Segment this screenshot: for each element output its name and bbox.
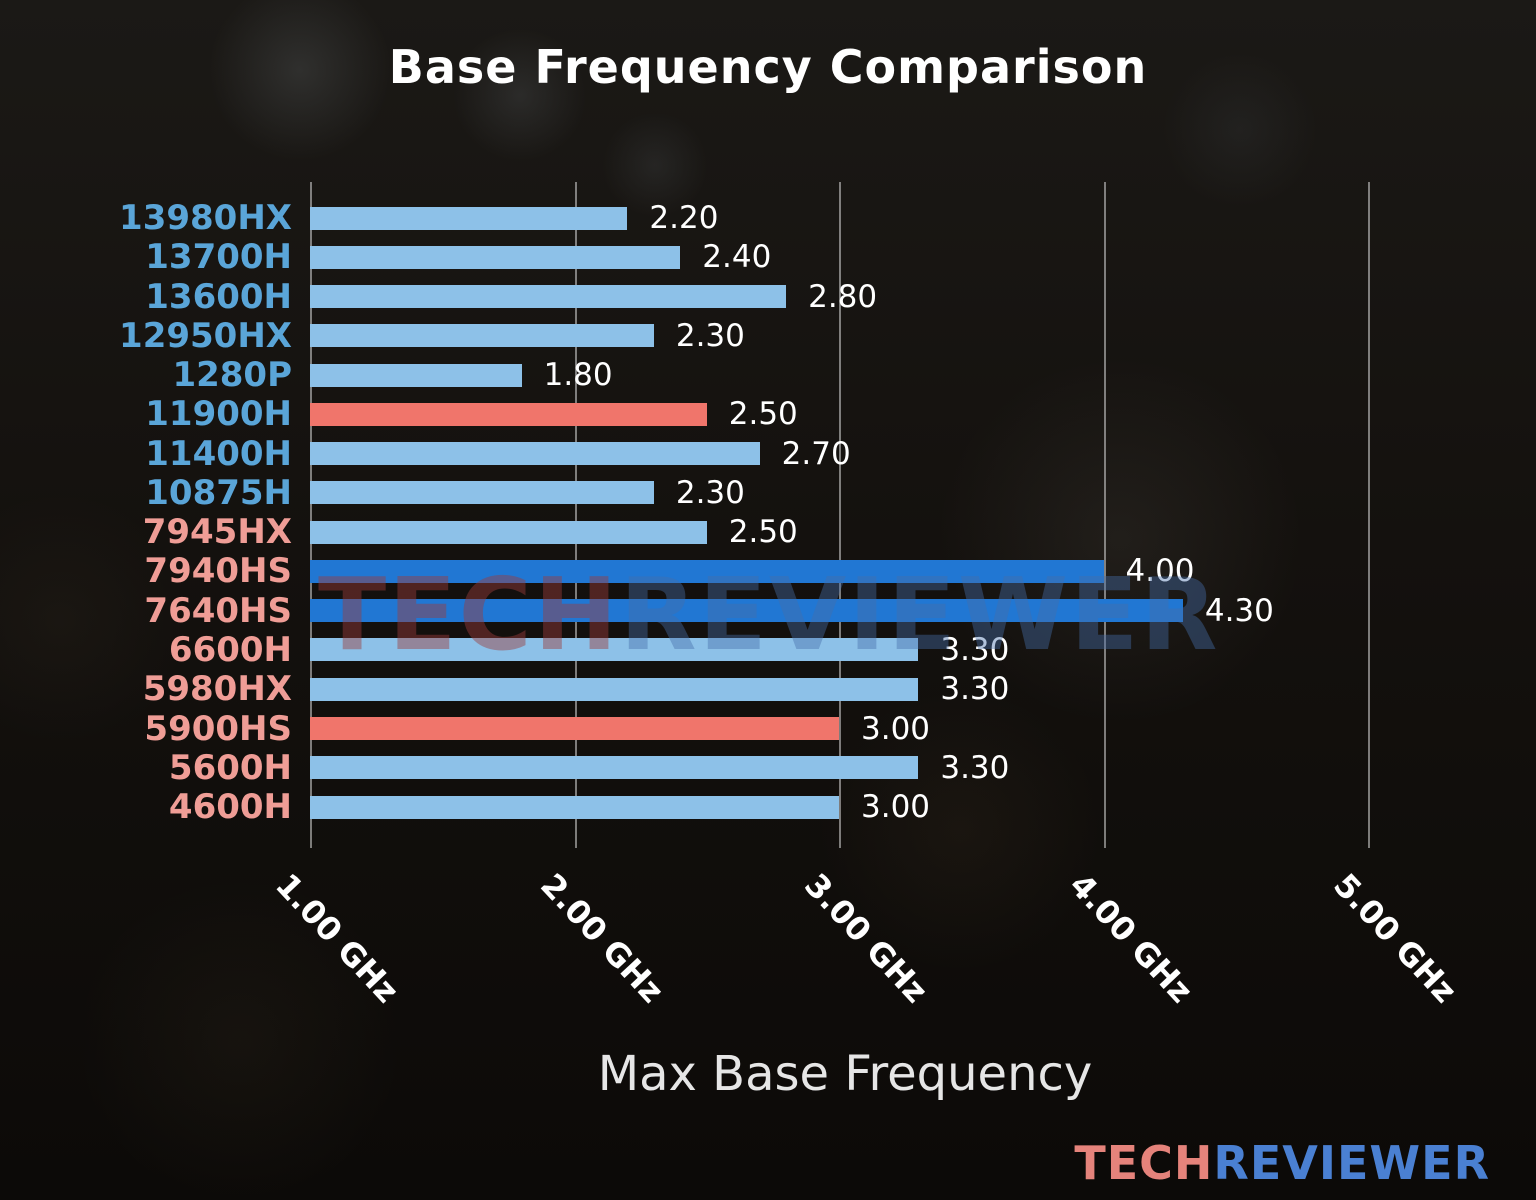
x-tick-label: 5.00 GHz [1326,866,1465,1011]
value-label: 2.50 [728,514,798,551]
category-label: 1280P [172,355,292,396]
value-label: 3.00 [861,789,931,826]
value-label: 2.70 [781,435,851,472]
value-label: 2.50 [728,396,798,433]
gridline [574,182,577,848]
chart-title: Base Frequency Comparison [388,40,1148,94]
category-label: 6600H [168,629,292,670]
category-label: 10875H [145,472,292,513]
value-label: 3.30 [940,631,1010,668]
brand-logo-reviewer: REVIEWER [1213,1136,1490,1190]
value-label: 3.00 [861,710,931,747]
bar [310,285,787,309]
bar [310,717,839,740]
bar [310,363,522,387]
bar [310,442,760,466]
bar [310,245,681,269]
bar [310,520,707,544]
brand-logo-tech: TECH [1074,1136,1214,1190]
gridline [310,182,312,848]
category-label: 12950HX [119,315,292,356]
gridline [1368,182,1370,848]
category-label: 13700H [145,237,292,278]
value-label: 2.80 [808,278,878,315]
category-label: 5600H [168,747,292,788]
x-tick-label: 4.00 GHz [1061,866,1200,1011]
category-label: 5900HS [144,708,292,749]
bar [310,402,707,426]
category-label: 11400H [145,433,292,474]
gridline [839,182,841,848]
bar [310,795,839,819]
category-label: 7945HX [142,512,292,553]
value-label: 2.30 [675,317,745,354]
bar [310,638,919,662]
category-label: 13600H [145,276,292,317]
x-axis-title: Max Base Frequency [597,1046,1093,1102]
category-label: 4600H [168,787,292,828]
category-label: 7640HS [144,590,292,631]
x-tick-label: 2.00 GHz [532,866,671,1011]
value-label: 3.30 [940,671,1010,708]
bar [310,599,1183,623]
value-label: 4.00 [1125,553,1195,590]
category-label: 13980HX [119,198,292,238]
bar [310,481,654,505]
value-label: 1.80 [543,357,613,394]
category-label: 11900H [145,394,292,435]
value-label: 4.30 [1204,592,1274,629]
x-tick-label: 1.00 GHz [268,866,407,1011]
value-label: 2.40 [702,239,772,276]
brand-logo: TECHREVIEWER [1074,1136,1490,1190]
value-label: 2.30 [675,474,745,511]
bar [310,756,919,780]
bar [310,324,654,348]
bar [310,559,1104,583]
value-label: 3.30 [940,749,1010,786]
category-label: 7940HS [144,551,292,592]
category-label: 5980HX [142,669,292,710]
x-tick-label: 3.00 GHz [797,866,936,1011]
value-label: 2.20 [649,200,719,236]
bar [310,206,628,230]
gridline [1103,182,1106,848]
bar [310,677,919,701]
